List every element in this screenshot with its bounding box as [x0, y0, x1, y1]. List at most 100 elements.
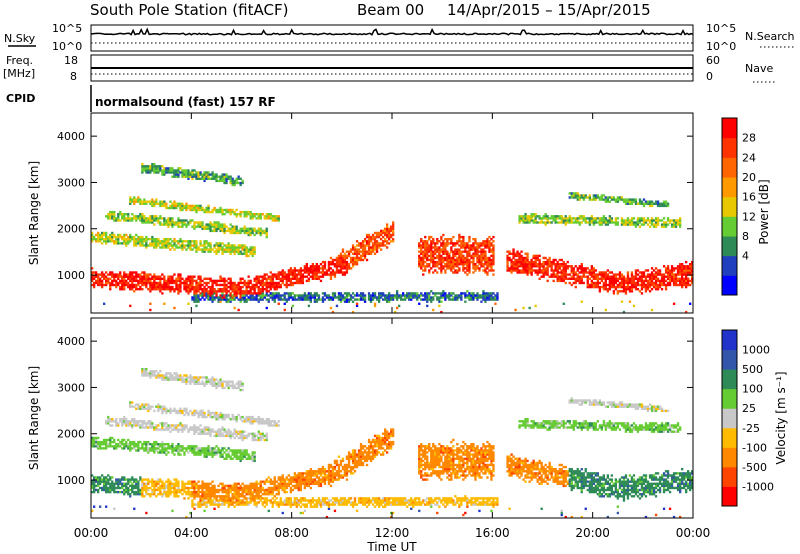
- heatmap-cell: [285, 275, 288, 278]
- heatmap-cell: [193, 240, 196, 243]
- heatmap-cell: [121, 418, 124, 421]
- heatmap-cell: [542, 215, 545, 218]
- heatmap-cell: [452, 292, 455, 295]
- heatmap-cell: [275, 285, 278, 289]
- heatmap-cell: [259, 227, 262, 230]
- heatmap-cell: [133, 200, 136, 203]
- heatmap-cell: [191, 298, 194, 301]
- heatmap-cell: [343, 254, 347, 258]
- heatmap-cell: [297, 281, 301, 285]
- heatmap-cell: [149, 242, 152, 245]
- heatmap-cell: [229, 283, 232, 287]
- heatmap-cell: [247, 275, 250, 278]
- heatmap-cell: [351, 265, 355, 268]
- heatmap-cell: [277, 271, 280, 274]
- heatmap-cell: [239, 246, 242, 249]
- heatmap-cell: [685, 285, 688, 289]
- heatmap-cell: [159, 281, 162, 285]
- heatmap-cell: [691, 260, 694, 264]
- heatmap-cell: [448, 252, 451, 255]
- heatmap-cell: [604, 221, 608, 224]
- heatmap-cell: [193, 300, 196, 303]
- heatmap-cell: [119, 420, 122, 423]
- heatmap-cell: [145, 449, 148, 452]
- heatmap-cell: [185, 206, 188, 210]
- heatmap-cell: [462, 242, 465, 245]
- heatmap-cell: [153, 288, 156, 291]
- heatmap-cell: [229, 292, 232, 295]
- heatmap-cell: [287, 279, 291, 283]
- heatmap-cell: [149, 200, 152, 203]
- heatmap-cell: [99, 279, 102, 283]
- heatmap-cell: [95, 238, 98, 241]
- heatmap-cell: [482, 263, 485, 266]
- heatmap-cell: [263, 229, 266, 233]
- heatmap-cell: [674, 279, 678, 283]
- heatmap-cell: [111, 271, 114, 274]
- heatmap-cell: [524, 265, 527, 268]
- heatmap-cell: [191, 169, 194, 172]
- heatmap-cell: [277, 292, 280, 295]
- heatmap-cell: [472, 267, 475, 270]
- heatmap-cell: [215, 242, 218, 245]
- heatmap-cell: [672, 279, 676, 283]
- heatmap-cell: [125, 484, 128, 488]
- heatmap-cell: [582, 217, 585, 220]
- heatmap-cell: [530, 269, 533, 272]
- heatmap-cell: [167, 426, 170, 429]
- heatmap-cell: [586, 281, 589, 285]
- heatmap-cell: [656, 288, 660, 291]
- heatmap-cell: [574, 192, 577, 195]
- heatmap-cell: [568, 196, 571, 199]
- heatmap-cell: [147, 409, 150, 413]
- heatmap-cell: [440, 265, 443, 268]
- heatmap-cell: [432, 298, 435, 301]
- heatmap-cell: [317, 298, 321, 301]
- heatmap-cell: [141, 372, 144, 375]
- heatmap-cell: [341, 271, 345, 274]
- heatmap-cell: [99, 445, 102, 448]
- heatmap-cell: [321, 260, 325, 264]
- heatmap-cell: [528, 217, 531, 220]
- heatmap-cell: [442, 267, 445, 270]
- heatmap-cell: [231, 227, 234, 230]
- heatmap-cell: [434, 292, 437, 295]
- heatmap-cell: [361, 248, 365, 251]
- heatmap-cell: [153, 240, 156, 243]
- heatmap-cell: [179, 283, 182, 287]
- heatmap-cell: [654, 223, 658, 226]
- heatmap-cell: [125, 279, 128, 283]
- heatmap-cell: [265, 279, 268, 283]
- heatmap-cell: [101, 480, 104, 483]
- heatmap-cell: [241, 181, 244, 185]
- heatmap-cell: [149, 283, 152, 287]
- heatmap-cell: [141, 215, 144, 218]
- heatmap-cell: [237, 231, 240, 235]
- heatmap-cell: [173, 171, 176, 174]
- heatmap-cell: [345, 250, 349, 253]
- heatmap-cell: [145, 372, 148, 375]
- heatmap-cell: [333, 292, 337, 295]
- heatmap-cell: [149, 372, 152, 375]
- heatmap-cell: [109, 478, 112, 481]
- heatmap-cell: [93, 238, 96, 241]
- heatmap-cell: [299, 296, 303, 299]
- heatmap-cell: [482, 296, 485, 299]
- heatmap-cell: [512, 267, 515, 270]
- heatmap-cell: [582, 273, 585, 276]
- heatmap-cell: [257, 294, 260, 297]
- heatmap-cell: [363, 244, 367, 247]
- heatmap-cell: [683, 265, 686, 268]
- heatmap-cell: [574, 271, 577, 274]
- heatmap-cell: [474, 254, 477, 258]
- heatmap-cell: [149, 447, 152, 450]
- heatmap-cell: [239, 250, 242, 253]
- heatmap-cell: [233, 210, 236, 214]
- heatmap-cell: [163, 407, 166, 410]
- heatmap-cell: [462, 256, 465, 260]
- heatmap-cell: [115, 273, 118, 276]
- heatmap-cell: [273, 283, 276, 287]
- heatmap-cell: [147, 488, 150, 492]
- heatmap-cell: [681, 265, 684, 268]
- heatmap-cell: [127, 275, 130, 278]
